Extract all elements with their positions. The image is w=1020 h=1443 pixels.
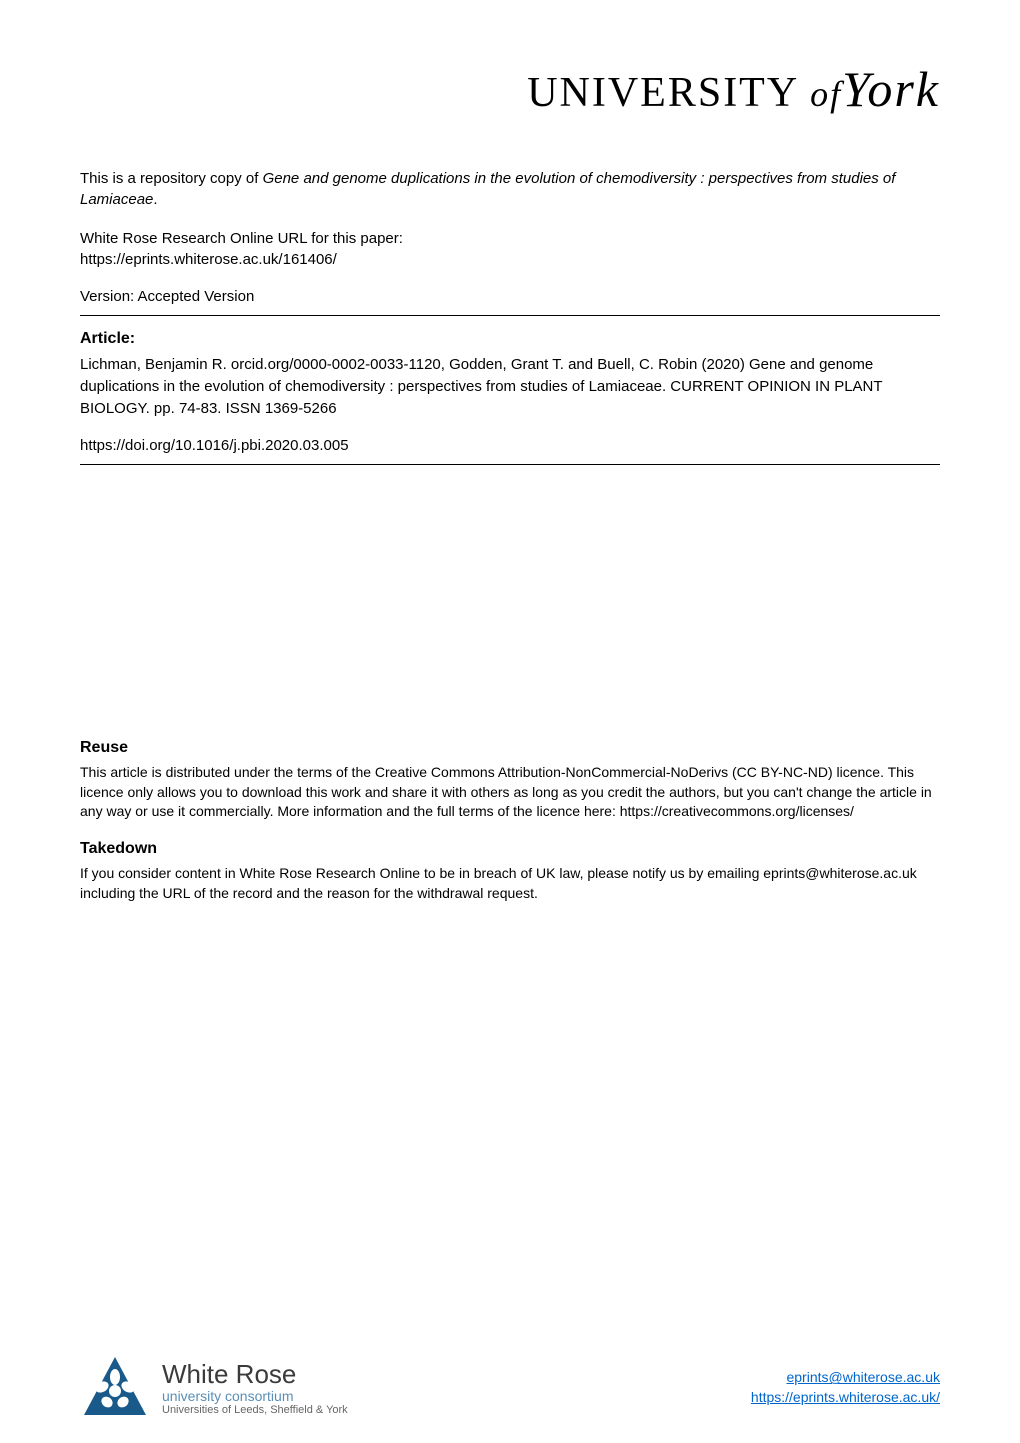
url-label: White Rose Research Online URL for this … xyxy=(80,230,403,247)
article-heading: Article: xyxy=(80,330,940,348)
reuse-heading: Reuse xyxy=(80,739,940,757)
article-body: Lichman, Benjamin R. orcid.org/0000-0002… xyxy=(80,354,940,419)
logo-of: of xyxy=(810,74,842,114)
takedown-heading: Takedown xyxy=(80,840,940,858)
footer-left: White Rose university consortium Univers… xyxy=(80,1353,348,1423)
article-doi: https://doi.org/10.1016/j.pbi.2020.03.00… xyxy=(80,437,940,454)
separator-bottom xyxy=(80,464,940,465)
url-block: White Rose Research Online URL for this … xyxy=(80,228,940,270)
takedown-body: If you consider content in White Rose Re… xyxy=(80,864,940,903)
footer-title: White Rose xyxy=(162,1360,348,1389)
url-value: https://eprints.whiterose.ac.uk/161406/ xyxy=(80,251,337,268)
footer-text-block: White Rose university consortium Univers… xyxy=(162,1360,348,1416)
logo-upper: UNIVERSITY xyxy=(527,70,797,116)
footer: White Rose university consortium Univers… xyxy=(80,1353,940,1423)
university-logo: UNIVERSITY ofYork xyxy=(80,60,940,118)
footer-sub1: university consortium xyxy=(162,1389,348,1404)
intro-prefix: This is a repository copy of xyxy=(80,170,263,187)
intro-suffix: . xyxy=(153,191,157,208)
white-rose-icon xyxy=(80,1353,150,1423)
reuse-body: This article is distributed under the te… xyxy=(80,763,940,822)
separator-top xyxy=(80,315,940,316)
footer-right: eprints@whiterose.ac.uk https://eprints.… xyxy=(751,1368,940,1407)
version-line: Version: Accepted Version xyxy=(80,288,940,305)
intro-paragraph: This is a repository copy of Gene and ge… xyxy=(80,168,940,210)
footer-sub2: Universities of Leeds, Sheffield & York xyxy=(162,1404,348,1416)
logo-york: York xyxy=(842,61,940,117)
footer-site-link[interactable]: https://eprints.whiterose.ac.uk/ xyxy=(751,1389,940,1405)
footer-email-link[interactable]: eprints@whiterose.ac.uk xyxy=(786,1369,940,1385)
